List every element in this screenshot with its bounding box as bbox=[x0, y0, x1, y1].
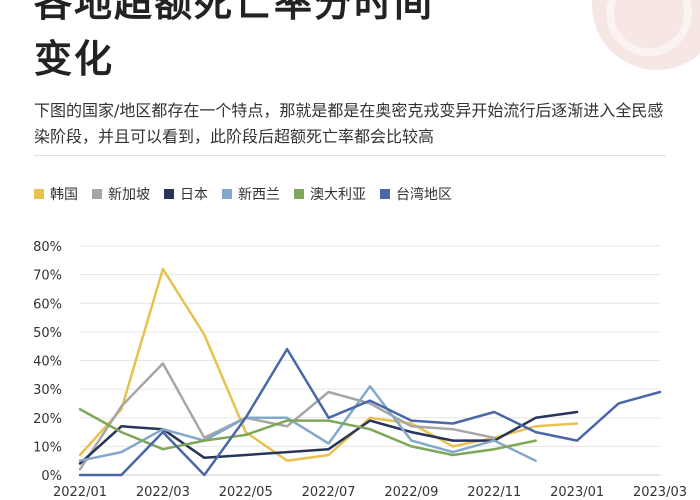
legend-swatch bbox=[164, 189, 174, 199]
y-tick-label: 30% bbox=[33, 383, 62, 398]
y-tick-label: 60% bbox=[33, 297, 62, 312]
x-tick-label: 2022/01 bbox=[53, 485, 107, 500]
x-tick-label: 2022/03 bbox=[136, 485, 190, 500]
series-line bbox=[78, 385, 537, 462]
divider bbox=[34, 155, 666, 156]
chart-subtitle: 下图的国家/地区都存在一个特点，那就是都是在奥密克戎变异开始流行后逐渐进入全民感… bbox=[34, 101, 664, 146]
chart-title-line2: 变化 bbox=[34, 37, 115, 81]
series-line bbox=[78, 362, 496, 471]
y-tick-label: 80% bbox=[33, 240, 62, 255]
x-tick-label: 2022/11 bbox=[467, 485, 521, 500]
brand-logo-icon bbox=[606, 0, 692, 56]
series-line bbox=[78, 267, 579, 462]
legend-label: 澳大利亚 bbox=[310, 187, 366, 203]
series-line bbox=[78, 407, 537, 457]
legend-swatch bbox=[380, 189, 390, 199]
y-tick-label: 0% bbox=[41, 469, 62, 484]
legend-item: 新加坡 bbox=[92, 184, 150, 204]
legend-swatch bbox=[92, 189, 102, 199]
y-tick-label: 10% bbox=[33, 440, 62, 455]
legend-label: 日本 bbox=[180, 187, 208, 203]
legend-label: 台湾地区 bbox=[396, 187, 452, 203]
legend-item: 日本 bbox=[164, 184, 208, 204]
y-tick-label: 20% bbox=[33, 412, 62, 427]
x-tick-label: 2023/01 bbox=[550, 485, 604, 500]
legend-swatch bbox=[34, 189, 44, 199]
series-line bbox=[78, 347, 662, 477]
legend-item: 澳大利亚 bbox=[294, 184, 366, 204]
legend-label: 韩国 bbox=[50, 187, 78, 203]
x-tick-label: 2022/05 bbox=[219, 485, 273, 500]
legend-label: 新西兰 bbox=[238, 187, 280, 203]
legend-item: 韩国 bbox=[34, 184, 78, 204]
legend-swatch bbox=[294, 189, 304, 199]
x-tick-label: 2023/03 bbox=[633, 485, 687, 500]
legend-item: 台湾地区 bbox=[380, 184, 452, 204]
legend-item: 新西兰 bbox=[222, 184, 280, 204]
x-tick-label: 2022/09 bbox=[384, 485, 438, 500]
chart-legend: 韩国 新加坡 日本 新西兰 澳大利亚 台湾地区 bbox=[34, 184, 452, 204]
y-tick-label: 40% bbox=[33, 355, 62, 370]
chart-title-line1: 各地超额死亡率分时间 bbox=[34, 0, 435, 25]
legend-swatch bbox=[222, 189, 232, 199]
x-tick-label: 2022/07 bbox=[302, 485, 356, 500]
y-tick-label: 50% bbox=[33, 326, 62, 341]
y-tick-label: 70% bbox=[33, 269, 62, 284]
legend-label: 新加坡 bbox=[108, 187, 150, 203]
